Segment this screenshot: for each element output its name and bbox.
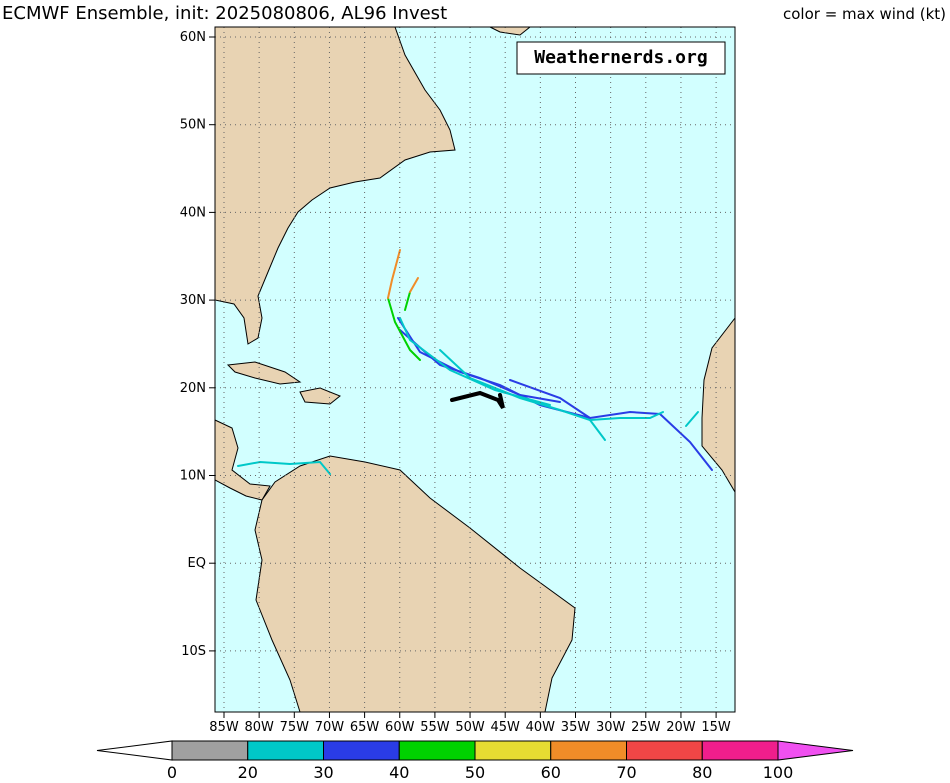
lon-label: 40W bbox=[526, 720, 556, 735]
lon-label: 35W bbox=[561, 720, 591, 735]
lon-label: 15W bbox=[701, 720, 731, 735]
lon-label: 20W bbox=[666, 720, 696, 735]
lon-label: 70W bbox=[315, 720, 345, 735]
colorbar-bin bbox=[474, 740, 552, 761]
colorbar-bin bbox=[323, 740, 400, 761]
lat-label: 50N bbox=[180, 118, 206, 133]
colorbar-label: 60 bbox=[541, 763, 561, 782]
lon-label: 65W bbox=[350, 720, 380, 735]
lon-label: 50W bbox=[455, 720, 485, 735]
colorbar-over bbox=[777, 740, 854, 761]
lat-label: 20N bbox=[180, 381, 206, 396]
lon-label: 55W bbox=[420, 720, 450, 735]
colorbar-label: 0 bbox=[167, 763, 177, 782]
colorbar-bin bbox=[398, 740, 476, 761]
lon-label: 30W bbox=[596, 720, 626, 735]
map bbox=[214, 26, 736, 713]
lon-label: 25W bbox=[631, 720, 661, 735]
colorbar-label: 70 bbox=[616, 763, 636, 782]
lat-label: 60N bbox=[180, 30, 206, 45]
title: ECMWF Ensemble, init: 2025080806, AL96 I… bbox=[2, 3, 447, 24]
colorbar-under bbox=[96, 740, 173, 761]
colorbar-label: 40 bbox=[389, 763, 409, 782]
lat-label: EQ bbox=[188, 556, 206, 571]
colorbar-label: 100 bbox=[763, 763, 794, 782]
legend-note: color = max wind (kt) bbox=[783, 5, 946, 23]
colorbar-bin bbox=[550, 740, 627, 761]
lon-label: 85W bbox=[209, 720, 239, 735]
watermark-box bbox=[516, 41, 726, 75]
lon-label: 80W bbox=[244, 720, 274, 735]
land bbox=[214, 26, 736, 713]
colorbar-label: 50 bbox=[465, 763, 485, 782]
map-frame bbox=[214, 26, 736, 713]
lat-label: 10S bbox=[181, 644, 206, 659]
lon-label: 45W bbox=[490, 720, 520, 735]
lat-label: 10N bbox=[180, 469, 206, 484]
colorbar-label: 80 bbox=[692, 763, 712, 782]
lat-label: 30N bbox=[180, 293, 206, 308]
lon-label: 75W bbox=[280, 720, 310, 735]
colorbar-bin bbox=[171, 740, 249, 761]
tracks bbox=[237, 249, 713, 475]
colorbar-bin bbox=[247, 740, 324, 761]
lat-label: 40N bbox=[180, 205, 206, 220]
colorbar-label: 20 bbox=[238, 763, 258, 782]
colorbar-bin bbox=[701, 740, 779, 761]
colorbar-bin bbox=[626, 740, 703, 761]
watermark: Weathernerds.org bbox=[534, 47, 707, 68]
colorbar-label: 30 bbox=[313, 763, 333, 782]
lon-label: 60W bbox=[385, 720, 415, 735]
